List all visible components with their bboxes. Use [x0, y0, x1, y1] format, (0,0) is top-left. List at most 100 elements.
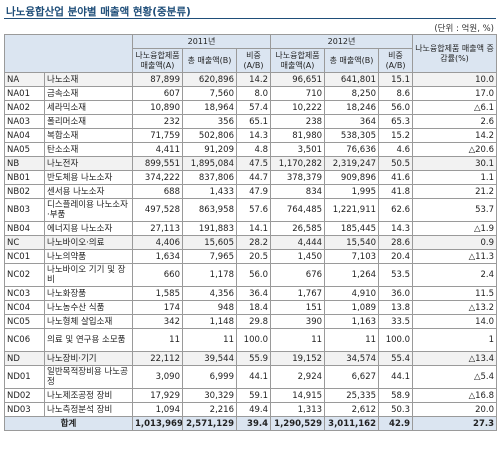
name-cell: 반도체용 나노소자	[44, 170, 133, 185]
ratio-2012-cell: 65.3	[378, 114, 414, 129]
nano-sales-2012-cell: 1,450	[270, 249, 326, 264]
name-cell: 나노소재	[44, 72, 133, 87]
nano-sales-2012-cell: 378,379	[270, 170, 326, 185]
ratio-2012-cell: 33.5	[378, 314, 414, 329]
total-sales-2011-cell: 6,999	[182, 365, 237, 389]
nano-sales-2011-cell: 1,585	[132, 286, 183, 301]
ratio-2012-cell: 50.5	[378, 156, 414, 171]
ratio-2012-cell: 8.6	[378, 86, 414, 101]
ratio-2011-cell: 14.1	[235, 221, 272, 236]
table-row: ND 나노장비·기기 22,112 39,544 55.9 19,152 34,574 55.…	[4, 351, 498, 366]
growth-cell: △1.9	[412, 221, 498, 236]
nano-sales-2012-cell: 764,485	[270, 198, 326, 222]
ratio-2011-cell: 47.5	[235, 156, 272, 171]
ratio-2012-cell: 62.6	[378, 198, 414, 222]
code-cell: NA01	[4, 86, 45, 101]
total-sales-2012-cell: 4,910	[324, 286, 380, 301]
header-year-2011: 2011년	[131, 34, 272, 49]
growth-cell: 20.0	[412, 402, 498, 417]
table-row: NA04 복합소재 71,759 502,806 14.3 81,980 538,305 15…	[4, 128, 498, 143]
total-sales-2011-cell: 30,329	[182, 388, 237, 403]
ratio-2011-cell: 44.7	[235, 170, 272, 185]
nano-sales-2012-cell: 1,313	[270, 402, 326, 417]
header-nano-sales-2011: 나노융합제품 매출액(A)	[132, 48, 183, 73]
ratio-2012-cell: 58.9	[378, 388, 414, 403]
unit-note: (단위 : 억원, %)	[434, 24, 494, 34]
growth-cell: 1	[412, 328, 498, 352]
nano-sales-2012-cell: 4,444	[270, 235, 326, 250]
name-cell: 나노장비·기기	[44, 351, 133, 366]
nano-sales-2011-cell: 497,528	[132, 198, 183, 222]
growth-cell: 10.0	[412, 72, 498, 87]
nano-sales-2012-cell: 710	[270, 86, 326, 101]
total-sales-2011-cell: 18,964	[182, 100, 237, 115]
total-sales-2012-cell: 1,264	[324, 263, 380, 287]
total-sales-2012-cell: 76,636	[324, 142, 380, 157]
name-cell: 세라믹소재	[44, 100, 133, 115]
ratio-2011-cell: 49.4	[235, 402, 272, 417]
nano-sales-2011-cell: 1,094	[132, 402, 183, 417]
ratio-2012-cell: 56.0	[378, 100, 414, 115]
name-cell: 금속소재	[44, 86, 133, 101]
ratio-2012-cell: 53.5	[378, 263, 414, 287]
code-cell: ND	[4, 351, 45, 366]
total-r2012-cell: 42.9	[378, 416, 414, 431]
growth-cell: 11.5	[412, 286, 498, 301]
ratio-2012-cell: 44.1	[378, 365, 414, 389]
nano-sales-2011-cell: 232	[132, 114, 183, 129]
code-cell: NA03	[4, 114, 45, 129]
ratio-2011-cell: 100.0	[235, 328, 272, 352]
nano-sales-2011-cell: 174	[132, 300, 183, 315]
total-sales-2011-cell: 4,356	[182, 286, 237, 301]
growth-cell: 14.0	[412, 314, 498, 329]
ratio-2011-cell: 44.1	[235, 365, 272, 389]
nano-sales-2012-cell: 19,152	[270, 351, 326, 366]
nano-sales-2011-cell: 87,899	[132, 72, 183, 87]
total-a2011-cell: 1,013,969	[132, 416, 183, 431]
ratio-2012-cell: 41.8	[378, 184, 414, 199]
code-cell: NC03	[4, 286, 45, 301]
table-row: ND01 일반목적장비용 나노공정 3,090 6,999 44.1 2,924 6,627…	[4, 365, 498, 389]
nano-sales-2012-cell: 238	[270, 114, 326, 129]
nano-sales-2011-cell: 342	[132, 314, 183, 329]
code-cell: NB03	[4, 198, 45, 222]
ratio-2011-cell: 55.9	[235, 351, 272, 366]
ratio-2011-cell: 18.4	[235, 300, 272, 315]
total-sales-2012-cell: 11	[324, 328, 380, 352]
ratio-2011-cell: 57.6	[235, 198, 272, 222]
name-cell: 복합소재	[44, 128, 133, 143]
table-body: NA 나노소재 87,899 620,896 14.2 96,651 641,801 15.1…	[4, 72, 498, 431]
table-row: NC03 나노화장품 1,585 4,356 36.4 1,767 4,910 36.0 11.…	[4, 286, 498, 301]
growth-cell: 2.6	[412, 114, 498, 129]
name-cell: 나노제조공정 장비	[44, 388, 133, 403]
nano-sales-2012-cell: 151	[270, 300, 326, 315]
total-sales-2012-cell: 185,445	[324, 221, 380, 236]
nano-sales-2011-cell: 3,090	[132, 365, 183, 389]
growth-cell: 14.2	[412, 128, 498, 143]
ratio-2011-cell: 59.1	[235, 388, 272, 403]
ratio-2011-cell: 57.4	[235, 100, 272, 115]
nano-sales-2011-cell: 4,406	[132, 235, 183, 250]
ratio-2012-cell: 15.1	[378, 72, 414, 87]
nano-sales-2012-cell: 26,585	[270, 221, 326, 236]
growth-cell: △6.1	[412, 100, 498, 115]
total-sales-2011-cell: 7,560	[182, 86, 237, 101]
growth-cell: 17.0	[412, 86, 498, 101]
name-cell: 탄소소재	[44, 142, 133, 157]
total-sales-2012-cell: 8,250	[324, 86, 380, 101]
name-cell: 나노농수산 식품	[44, 300, 133, 315]
total-sales-2011-cell: 620,896	[182, 72, 237, 87]
total-sales-2012-cell: 18,246	[324, 100, 380, 115]
ratio-2012-cell: 4.6	[378, 142, 414, 157]
total-sales-2012-cell: 538,305	[324, 128, 380, 143]
growth-cell: △11.3	[412, 249, 498, 264]
total-sales-2011-cell: 1,433	[182, 184, 237, 199]
growth-cell: 53.7	[412, 198, 498, 222]
name-cell: 나노화장품	[44, 286, 133, 301]
table-row: NA02 세라믹소재 10,890 18,964 57.4 10,222 18,246 56.…	[4, 100, 498, 115]
ratio-2011-cell: 20.5	[235, 249, 272, 264]
nano-sales-2011-cell: 374,222	[132, 170, 183, 185]
growth-cell: 30.1	[412, 156, 498, 171]
ratio-2012-cell: 13.8	[378, 300, 414, 315]
ratio-2012-cell: 14.3	[378, 221, 414, 236]
